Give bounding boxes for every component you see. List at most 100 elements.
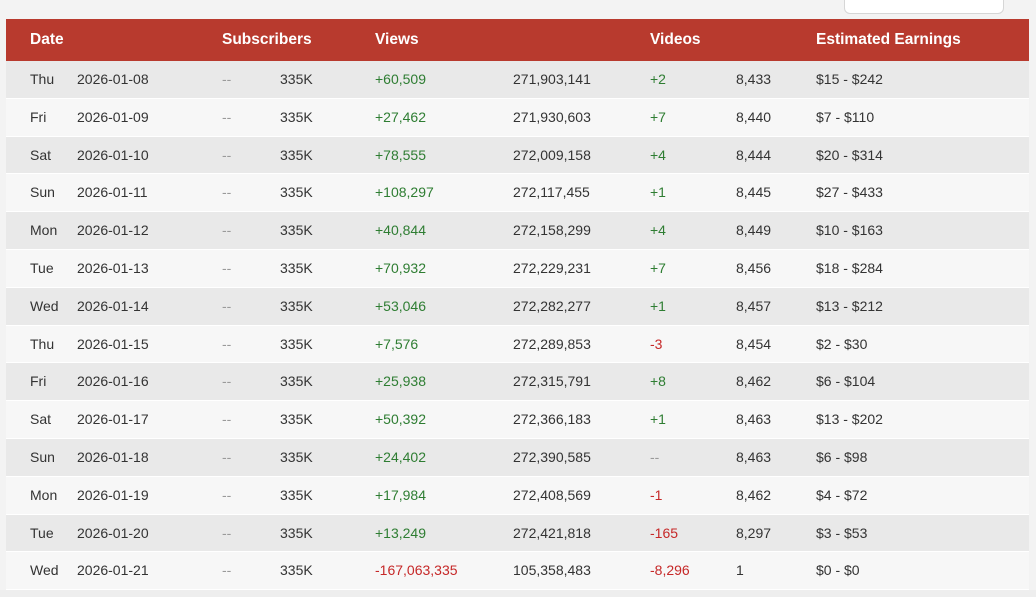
views-change-cell: +13,249 — [375, 524, 426, 541]
subscribers-change-cell: -- — [222, 524, 232, 541]
subscribers-total-cell: 335K — [280, 562, 313, 579]
table-row: Thu 2026-01-08 -- 335K +60,509 271,903,141 +2 8… — [6, 61, 1029, 99]
views-total-cell: 272,421,818 — [513, 524, 591, 541]
subscribers-change-cell: -- — [222, 184, 232, 201]
videos-change-cell: -3 — [650, 335, 663, 352]
date-cell: 2026-01-08 — [77, 71, 149, 87]
date-cell: 2026-01-14 — [77, 297, 149, 314]
views-change-cell: +24,402 — [375, 448, 426, 465]
views-change-cell: +78,555 — [375, 146, 426, 163]
subscribers-total-cell: 335K — [280, 146, 313, 163]
top-strip — [0, 0, 1036, 19]
subscribers-total-cell: 335K — [280, 184, 313, 201]
date-cell: 2026-01-13 — [77, 259, 149, 276]
videos-change-cell: +8 — [650, 373, 666, 390]
videos-total-cell: 8,456 — [736, 259, 772, 276]
date-cell: 2026-01-12 — [77, 222, 149, 239]
subscribers-change-cell: -- — [222, 486, 232, 503]
estimated-earnings-cell: $18 - $284 — [816, 259, 883, 276]
views-total-cell: 105,358,483 — [513, 562, 591, 579]
subscribers-total-cell: 335K — [280, 108, 313, 125]
subscribers-total-cell: 335K — [280, 411, 313, 428]
views-change-cell: +108,297 — [375, 184, 434, 201]
estimated-earnings-cell: $7 - $110 — [816, 108, 875, 125]
views-total-cell: 271,903,141 — [513, 71, 591, 87]
table-row: Sat 2026-01-10 -- 335K +78,555 272,009,158 +4 8… — [6, 136, 1029, 175]
videos-total-cell: 8,462 — [736, 373, 772, 390]
views-change-cell: +70,932 — [375, 259, 426, 276]
day-cell: Sat — [30, 411, 52, 428]
videos-change-cell: +4 — [650, 146, 666, 163]
views-total-cell: 272,117,455 — [513, 184, 590, 201]
views-change-cell: +40,844 — [375, 222, 426, 239]
table-row: Sat 2026-01-17 -- 335K +50,392 272,366,183 +1 8… — [6, 401, 1029, 439]
day-cell: Sun — [30, 448, 55, 465]
subscribers-change-cell: -- — [222, 146, 232, 163]
videos-total-cell: 1 — [736, 562, 744, 579]
table-row: Sun 2026-01-18 -- 335K +24,402 272,390,585 -- 8… — [6, 438, 1029, 477]
subscribers-change-cell: -- — [222, 71, 232, 87]
date-cell: 2026-01-17 — [77, 411, 149, 428]
day-cell: Mon — [30, 486, 58, 503]
header-views: Views — [375, 31, 419, 48]
date-cell: 2026-01-11 — [77, 184, 148, 201]
table-row: Wed 2026-01-21 -- 335K -167,063,335 105,358,4… — [6, 552, 1029, 590]
table-row: Thu 2026-01-15 -- 335K +7,576 272,289,853 -3 8,… — [6, 325, 1029, 364]
estimated-earnings-cell: $10 - $163 — [816, 222, 883, 239]
day-cell: Thu — [30, 71, 55, 87]
subscribers-change-cell: -- — [222, 411, 232, 428]
bottom-strip — [0, 590, 1036, 597]
videos-change-cell: +1 — [650, 297, 666, 314]
subscribers-total-cell: 335K — [280, 222, 313, 239]
date-cell: 2026-01-16 — [77, 373, 149, 390]
subscribers-change-cell: -- — [222, 297, 232, 314]
videos-total-cell: 8,454 — [736, 335, 772, 352]
estimated-earnings-cell: $13 - $202 — [816, 411, 883, 428]
videos-total-cell: 8,444 — [736, 146, 772, 163]
views-total-cell: 272,315,791 — [513, 373, 591, 390]
header-date: Date — [30, 31, 64, 48]
videos-change-cell: +7 — [650, 259, 666, 276]
table-row: Mon 2026-01-19 -- 335K +17,984 272,408,569 -1 8… — [6, 476, 1029, 515]
estimated-earnings-cell: $20 - $314 — [816, 146, 883, 163]
views-total-cell: 272,366,183 — [513, 411, 591, 428]
date-cell: 2026-01-21 — [77, 562, 149, 579]
subscribers-total-cell: 335K — [280, 448, 313, 465]
views-total-cell: 272,229,231 — [513, 259, 591, 276]
views-change-cell: +7,576 — [375, 335, 419, 352]
videos-change-cell: +1 — [650, 411, 666, 428]
table-row: Wed 2026-01-14 -- 335K +53,046 272,282,277 +1 8… — [6, 287, 1029, 326]
subscribers-total-cell: 335K — [280, 524, 313, 541]
subscribers-change-cell: -- — [222, 562, 232, 579]
table-row: Tue 2026-01-13 -- 335K +70,932 272,229,231 +7 8… — [6, 249, 1029, 288]
header-videos: Videos — [650, 31, 701, 48]
videos-total-cell: 8,463 — [736, 411, 772, 428]
views-total-cell: 272,289,853 — [513, 335, 591, 352]
date-cell: 2026-01-19 — [77, 486, 149, 503]
day-cell: Thu — [30, 335, 55, 352]
estimated-earnings-cell: $6 - $98 — [816, 448, 868, 465]
estimated-earnings-cell: $13 - $212 — [816, 297, 883, 314]
videos-total-cell: 8,297 — [736, 524, 772, 541]
date-cell: 2026-01-18 — [77, 448, 149, 465]
subscribers-change-cell: -- — [222, 108, 232, 125]
views-total-cell: 272,390,585 — [513, 448, 591, 465]
views-change-cell: +17,984 — [375, 486, 426, 503]
date-cell: 2026-01-15 — [77, 335, 149, 352]
day-cell: Fri — [30, 108, 47, 125]
top-dropdown-control[interactable] — [844, 0, 1004, 14]
day-cell: Mon — [30, 222, 58, 239]
table-row: Fri 2026-01-16 -- 335K +25,938 272,315,791 +8 8… — [6, 363, 1029, 402]
views-total-cell: 272,408,569 — [513, 486, 591, 503]
videos-change-cell: +2 — [650, 71, 666, 87]
estimated-earnings-cell: $2 - $30 — [816, 335, 868, 352]
day-cell: Tue — [30, 259, 54, 276]
videos-total-cell: 8,449 — [736, 222, 772, 239]
estimated-earnings-cell: $15 - $242 — [816, 71, 883, 87]
videos-change-cell: +1 — [650, 184, 666, 201]
date-cell: 2026-01-09 — [77, 108, 149, 125]
videos-change-cell: +4 — [650, 222, 666, 239]
views-change-cell: +27,462 — [375, 108, 426, 125]
stats-table: Date Subscribers Views Videos Estimated … — [6, 19, 1029, 590]
videos-total-cell: 8,463 — [736, 448, 772, 465]
